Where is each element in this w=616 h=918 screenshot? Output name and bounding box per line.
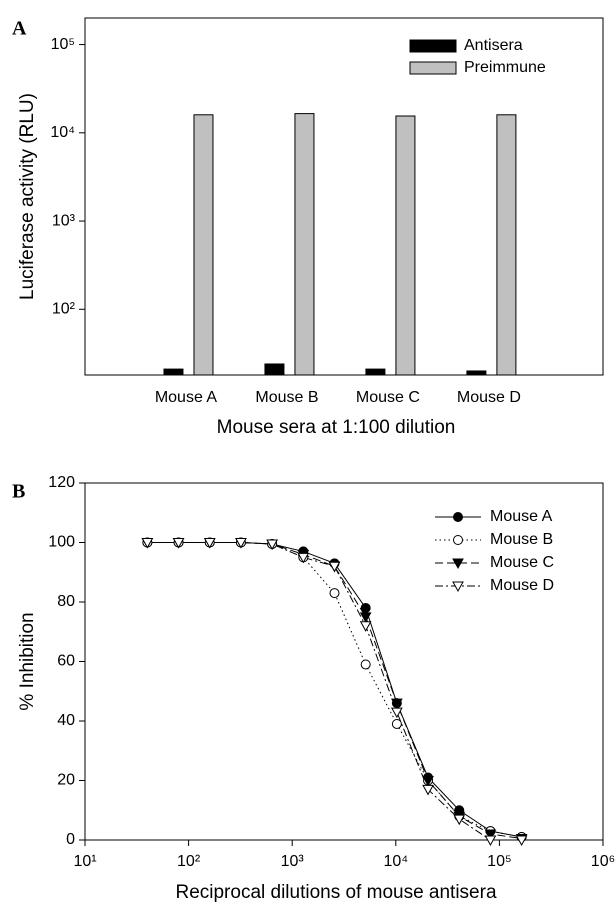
marker — [484, 835, 497, 847]
legend-swatch — [409, 61, 457, 75]
y-tick-label: 20 — [57, 772, 75, 789]
bar — [395, 115, 416, 376]
marker — [391, 707, 403, 719]
y-tick-label: 0 — [66, 831, 75, 848]
bar — [466, 370, 487, 376]
x-tick-label: Mouse A — [155, 389, 218, 406]
marker — [328, 561, 341, 573]
marker — [329, 588, 340, 599]
legend-label: Mouse B — [490, 531, 553, 548]
series-line — [147, 542, 522, 841]
y-tick-label: 40 — [57, 712, 75, 729]
panel-label: A — [12, 18, 27, 40]
bar — [193, 114, 214, 376]
y-tick-label: 60 — [57, 653, 75, 670]
series-line — [147, 542, 522, 840]
marker — [422, 776, 434, 787]
bar — [264, 363, 285, 376]
y-tick-label: 10³ — [52, 212, 76, 229]
x-tick-label: Mouse C — [356, 389, 420, 406]
marker — [235, 538, 247, 549]
marker — [172, 538, 185, 549]
x-tick-label: Mouse B — [255, 389, 318, 406]
marker — [391, 698, 403, 710]
series-line — [147, 542, 522, 838]
y-tick-label: 100 — [48, 534, 75, 551]
bar — [496, 114, 517, 376]
legend-label: Antisera — [464, 37, 523, 54]
legend-marker — [453, 535, 463, 545]
marker — [422, 784, 434, 796]
legend-label: Mouse D — [490, 577, 554, 594]
x-tick-label: Mouse D — [457, 389, 521, 406]
bar — [163, 368, 184, 376]
y-axis-title: % Inhibition — [17, 612, 38, 710]
legend-marker — [453, 512, 463, 522]
legend-swatch — [409, 39, 457, 53]
marker — [484, 829, 497, 841]
marker — [391, 718, 402, 729]
y-tick-label: 10⁴ — [50, 124, 75, 141]
series-line — [147, 542, 522, 838]
legend-label: Mouse C — [490, 554, 554, 571]
bar — [294, 113, 315, 376]
legend-label: Preimmune — [464, 59, 546, 76]
marker — [359, 612, 372, 623]
x-axis-title: Mouse sera at 1:100 dilution — [217, 417, 456, 438]
marker — [266, 539, 278, 551]
marker — [360, 602, 371, 613]
x-axis-title: Reciprocal dilutions of mouse antisera — [175, 882, 496, 903]
plot-frame — [84, 17, 604, 376]
marker — [515, 835, 528, 847]
x-tick-label: 10² — [177, 853, 201, 870]
marker — [359, 621, 372, 632]
marker — [141, 538, 154, 549]
y-tick-label: 10⁵ — [51, 36, 75, 53]
marker — [360, 659, 371, 670]
legend-marker — [452, 558, 464, 570]
x-tick-label: 10⁶ — [591, 853, 615, 870]
y-tick-label: 10² — [52, 301, 76, 318]
marker — [203, 538, 216, 549]
x-tick-label: 10⁵ — [487, 853, 511, 870]
x-tick-label: 10⁴ — [383, 853, 408, 870]
legend-label: Mouse A — [490, 508, 553, 525]
marker — [297, 552, 310, 564]
panel-label: B — [12, 481, 25, 503]
bar — [365, 368, 386, 376]
legend-marker — [452, 581, 464, 593]
y-tick-label: 120 — [48, 474, 75, 491]
marker — [453, 814, 466, 826]
y-tick-label: 80 — [57, 593, 75, 610]
y-axis-title: Luciferase activity (RLU) — [17, 93, 38, 300]
x-tick-label: 10¹ — [73, 853, 96, 870]
x-tick-label: 10³ — [281, 853, 305, 870]
